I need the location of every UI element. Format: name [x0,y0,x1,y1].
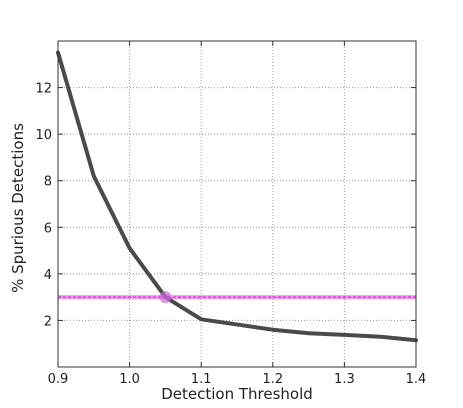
y-tick-label: 12 [35,82,52,97]
x-axis-label: Detection Threshold [161,385,313,403]
x-tick-label: 1.2 [262,372,283,387]
x-tick-label: 1.0 [119,372,140,387]
x-tick-label: 1.4 [406,372,427,387]
y-ticks: 2 4 6 8 10 12 [35,82,416,329]
plot-frame [57,40,417,368]
y-tick-label: 4 [44,268,52,283]
y-tick-label: 10 [35,128,52,143]
y-tick-label: 8 [44,175,52,190]
y-axis-label: % Spurious Detections [9,123,27,293]
marker-group [159,291,172,304]
y-tick-label: 6 [44,221,52,236]
x-ticks: 0.9 1.0 1.1 1.2 1.3 1.4 [48,41,427,387]
x-tick-label: 0.9 [48,372,69,387]
x-tick-label: 1.1 [191,372,212,387]
grid [58,41,416,367]
intersection-marker [159,291,172,304]
y-tick-label: 2 [44,314,52,329]
series-line [56,50,418,343]
x-tick-label: 1.3 [334,372,355,387]
series-group [56,50,418,343]
